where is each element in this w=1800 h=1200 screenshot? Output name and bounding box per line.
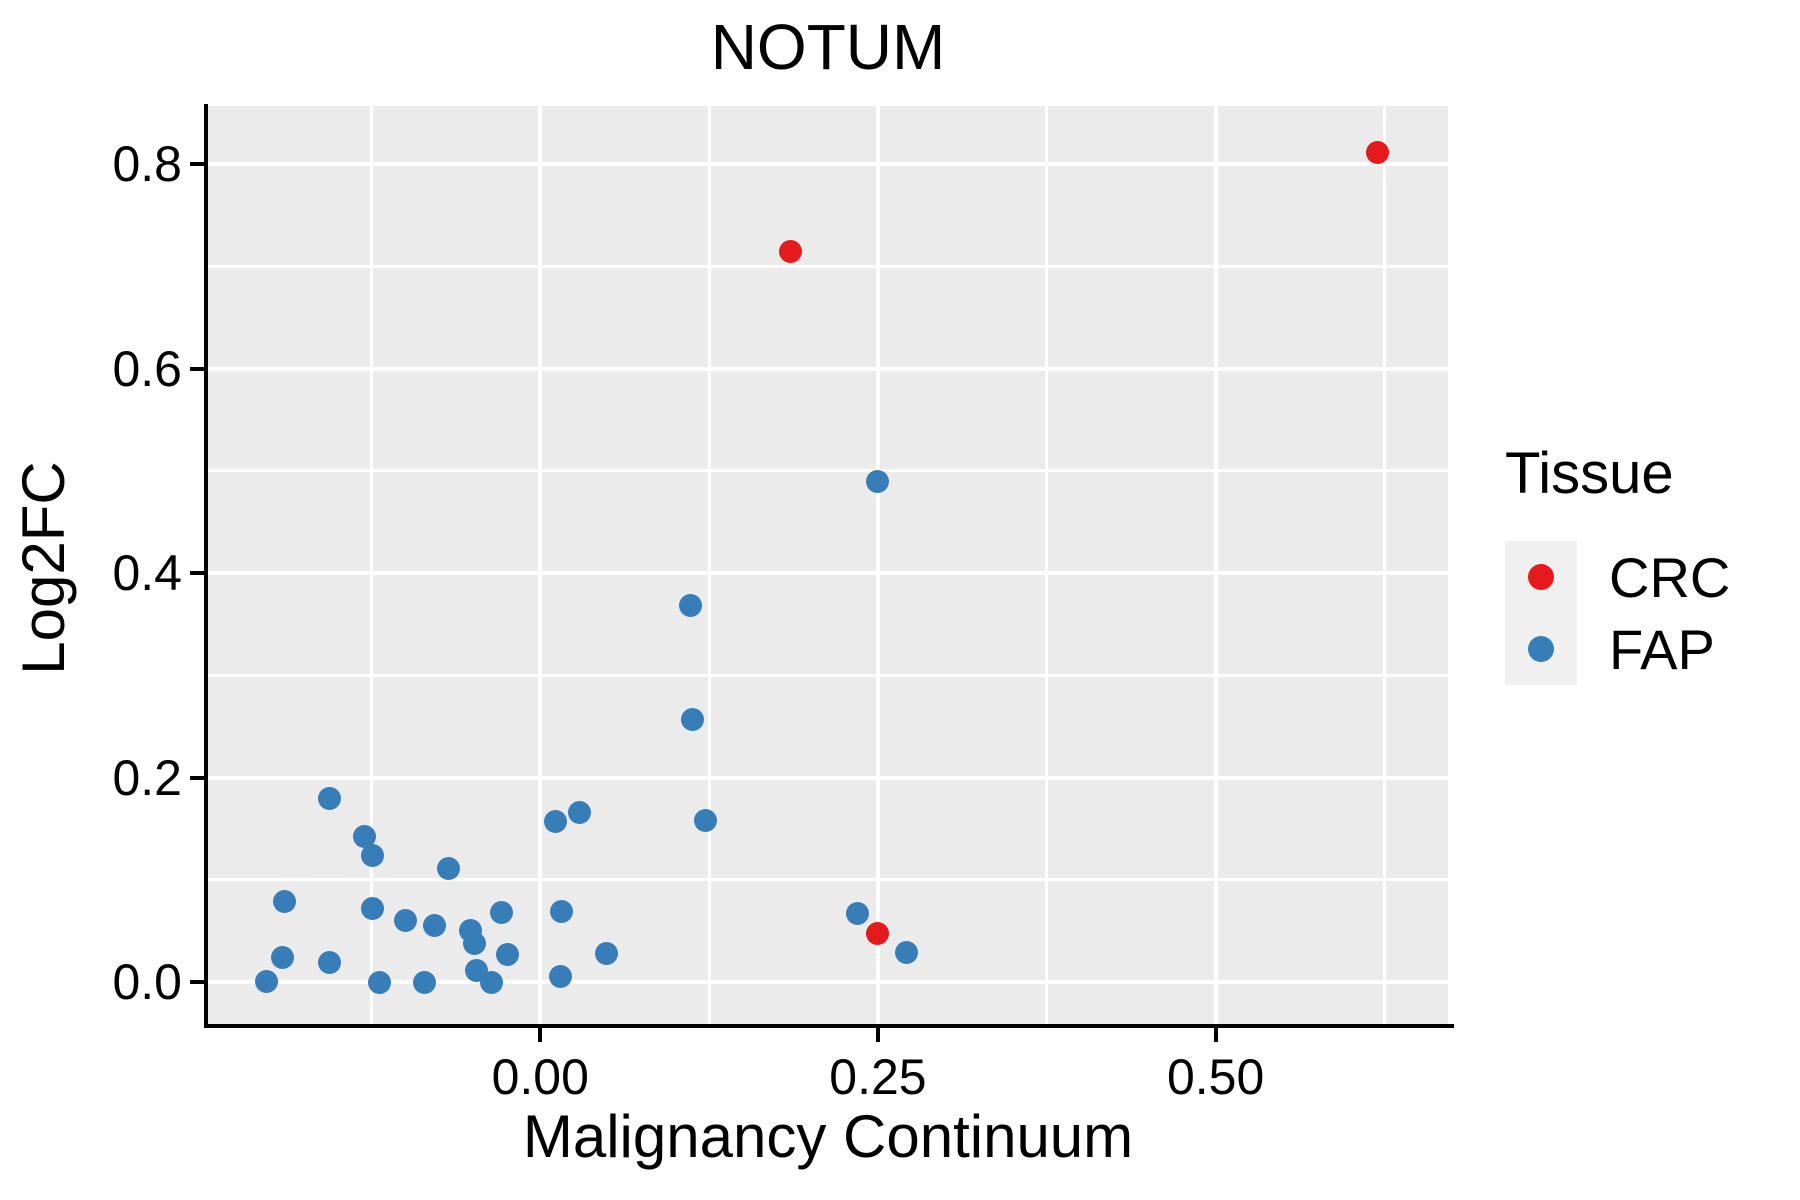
x-axis-title: Malignancy Continuum: [522, 1103, 1134, 1170]
legend-entry-fap: FAP: [1505, 613, 1730, 685]
minor-gridline-y: [208, 264, 1448, 268]
y-axis-tick-label: 0.8: [112, 136, 182, 193]
data-point-fap: [361, 896, 385, 920]
y-axis-tick: [190, 980, 204, 985]
major-gridline-y: [208, 366, 1448, 371]
data-point-fap: [462, 931, 486, 955]
legend-title: Tissue: [1505, 441, 1674, 506]
data-point-fap: [318, 786, 342, 810]
x-axis-tick: [1213, 1028, 1218, 1042]
minor-gridline-y: [208, 469, 1448, 473]
data-point-fap: [681, 707, 705, 731]
major-gridline-y: [208, 775, 1448, 780]
legend-label-fap: FAP: [1609, 617, 1715, 681]
plot-panel: [208, 106, 1448, 1024]
data-point-crc: [1366, 140, 1390, 164]
data-point-crc: [778, 239, 802, 263]
data-point-fap: [368, 970, 392, 994]
y-axis-tick: [190, 162, 204, 167]
major-gridline-y: [208, 162, 1448, 167]
data-point-fap: [496, 942, 520, 966]
data-point-fap: [543, 810, 567, 834]
major-gridline-x: [875, 106, 880, 1024]
data-point-fap: [436, 857, 460, 881]
x-axis-tick: [538, 1028, 543, 1042]
minor-gridline-x: [369, 106, 373, 1024]
data-point-fap: [567, 800, 591, 824]
major-gridline-y: [208, 980, 1448, 985]
major-gridline-x: [538, 106, 543, 1024]
data-point-fap: [412, 970, 436, 994]
data-point-crc: [866, 921, 890, 945]
minor-gridline-x: [1045, 106, 1049, 1024]
major-gridline-y: [208, 571, 1448, 576]
y-axis-tick: [190, 775, 204, 780]
y-axis-tick-label: 0.0: [112, 954, 182, 1011]
crc-point-icon: [1528, 564, 1554, 590]
data-point-fap: [594, 941, 618, 965]
data-point-fap: [480, 970, 504, 994]
data-point-fap: [693, 809, 717, 833]
data-point-fap: [846, 902, 870, 926]
legend: Tissue CRC FAP: [1505, 440, 1730, 685]
plot-title: NOTUM: [710, 11, 946, 83]
minor-gridline-y: [208, 673, 1448, 677]
y-axis-line: [204, 104, 208, 1028]
data-point-fap: [489, 901, 513, 925]
fap-point-icon: [1528, 636, 1554, 662]
legend-key-box: [1505, 613, 1577, 685]
legend-key-box: [1505, 541, 1577, 613]
data-point-fap: [353, 825, 377, 849]
y-axis-tick-label: 0.4: [112, 545, 182, 602]
legend-label-crc: CRC: [1609, 545, 1731, 609]
minor-gridline-x: [707, 106, 711, 1024]
data-point-fap: [894, 940, 918, 964]
y-axis-tick-label: 0.2: [112, 749, 182, 806]
data-point-fap: [318, 951, 342, 975]
y-axis-tick: [190, 366, 204, 371]
data-point-fap: [550, 900, 574, 924]
data-point-fap: [273, 889, 297, 913]
data-point-fap: [866, 469, 890, 493]
data-point-fap: [423, 914, 447, 938]
minor-gridline-y: [208, 878, 1448, 882]
data-point-fap: [270, 946, 294, 970]
x-axis-tick: [875, 1028, 880, 1042]
major-gridline-x: [1213, 106, 1218, 1024]
x-axis-tick-label: 0.00: [491, 1049, 589, 1105]
minor-gridline-x: [1383, 106, 1386, 1024]
x-axis-line: [204, 1024, 1454, 1028]
data-point-fap: [393, 909, 417, 933]
data-point-fap: [254, 969, 278, 993]
y-axis-tick: [190, 571, 204, 576]
y-axis-tick-label: 0.6: [112, 340, 182, 397]
x-axis-tick-label: 0.50: [1166, 1049, 1265, 1105]
data-point-fap: [549, 965, 573, 989]
legend-entry-crc: CRC: [1505, 541, 1730, 613]
data-point-fap: [678, 594, 702, 618]
x-axis-tick-label: 0.25: [829, 1049, 927, 1105]
data-point-fap: [361, 843, 385, 867]
